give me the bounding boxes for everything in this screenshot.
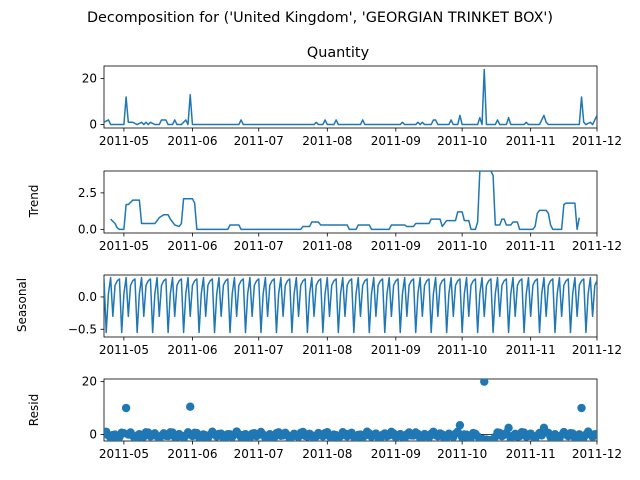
panel-quantity: Quantity 2011-05 2011-06 2011-07 2011-08 201… (82, 45, 622, 148)
plot-area (110, 171, 581, 231)
x-tick-label: 2011-07 (234, 239, 284, 253)
x-tick-label: 2011-06 (167, 239, 217, 253)
plot-area (104, 68, 597, 126)
resid-point (186, 402, 195, 411)
x-tick-label: 2011-08 (302, 134, 352, 148)
x-tick-label: 2011-10 (437, 447, 487, 461)
x-tick-label: 2011-09 (371, 239, 421, 253)
x-tick-label: 2011-08 (302, 447, 352, 461)
resid-point (480, 379, 489, 386)
axes-frame (103, 65, 598, 129)
x-tick-label: 2011-12 (572, 447, 622, 461)
x-tick-label: 2011-09 (371, 343, 421, 357)
panel-ylabel: Trend (27, 185, 41, 219)
figure-suptitle: Decomposition for ('United Kingdom', 'GE… (87, 10, 553, 26)
y-tick-label: 20 (82, 72, 97, 86)
x-tick-label: 2011-11 (506, 239, 556, 253)
x-tick-label: 2011-11 (506, 134, 556, 148)
x-tick-label: 2011-06 (167, 134, 217, 148)
x-tick-label: 2011-05 (99, 239, 149, 253)
plot-area (104, 379, 597, 441)
resid-point (504, 423, 513, 433)
x-tick-label: 2011-11 (506, 343, 556, 357)
x-tick-label: 2011-07 (234, 447, 284, 461)
x-tick-label: 2011-06 (167, 447, 217, 461)
x-tick-label: 2011-12 (572, 239, 622, 253)
axes-frame (103, 170, 598, 234)
y-tick-label: 2.5 (78, 186, 97, 200)
y-tick-label: 0.0 (78, 222, 97, 236)
y-tick-label: −0.5 (68, 322, 97, 336)
y-tick-label: 0 (89, 427, 97, 441)
x-tick-label: 2011-05 (99, 447, 149, 461)
x-tick-label: 2011-09 (371, 447, 421, 461)
panel-seasonal: Seasonal 2011-05 2011-06 2011-07 2011-08 201… (15, 274, 622, 357)
x-tick-label: 2011-10 (437, 343, 487, 357)
x-tick-label: 2011-07 (234, 343, 284, 357)
panel-title: Quantity (307, 45, 370, 61)
plot-area (104, 276, 597, 334)
resid-point (121, 403, 131, 413)
resid-point (455, 420, 465, 430)
x-tick-label: 2011-07 (234, 134, 284, 148)
axes-frame (103, 378, 598, 442)
x-tick-label: 2011-12 (572, 343, 622, 357)
x-tick-label: 2011-09 (371, 134, 421, 148)
x-tick-label: 2011-08 (302, 239, 352, 253)
seasonal-line (104, 276, 597, 334)
y-tick-label: 0 (89, 118, 97, 132)
x-tick-label: 2011-08 (302, 343, 352, 357)
x-tick-label: 2011-12 (572, 134, 622, 148)
resid-point (592, 429, 597, 439)
panel-ylabel: Seasonal (15, 278, 29, 332)
y-tick-label: 20 (82, 375, 97, 389)
panel-ylabel: Resid (27, 394, 41, 426)
panel-resid: Resid 2011-05 2011-06 2011-07 2011-08 2011-0… (27, 375, 622, 461)
x-tick-label: 2011-05 (99, 134, 149, 148)
axes-frame (103, 274, 598, 338)
resid-point (577, 403, 586, 413)
x-tick-label: 2011-05 (99, 343, 149, 357)
x-tick-label: 2011-10 (437, 134, 487, 148)
x-tick-label: 2011-10 (437, 239, 487, 253)
panel-trend: Trend 2011-05 2011-06 2011-07 2011-08 2011-0… (27, 170, 622, 253)
series-line (104, 68, 597, 126)
series-line (110, 171, 581, 231)
y-tick-label: 0.0 (78, 290, 97, 304)
x-tick-label: 2011-11 (506, 447, 556, 461)
x-tick-label: 2011-06 (167, 343, 217, 357)
